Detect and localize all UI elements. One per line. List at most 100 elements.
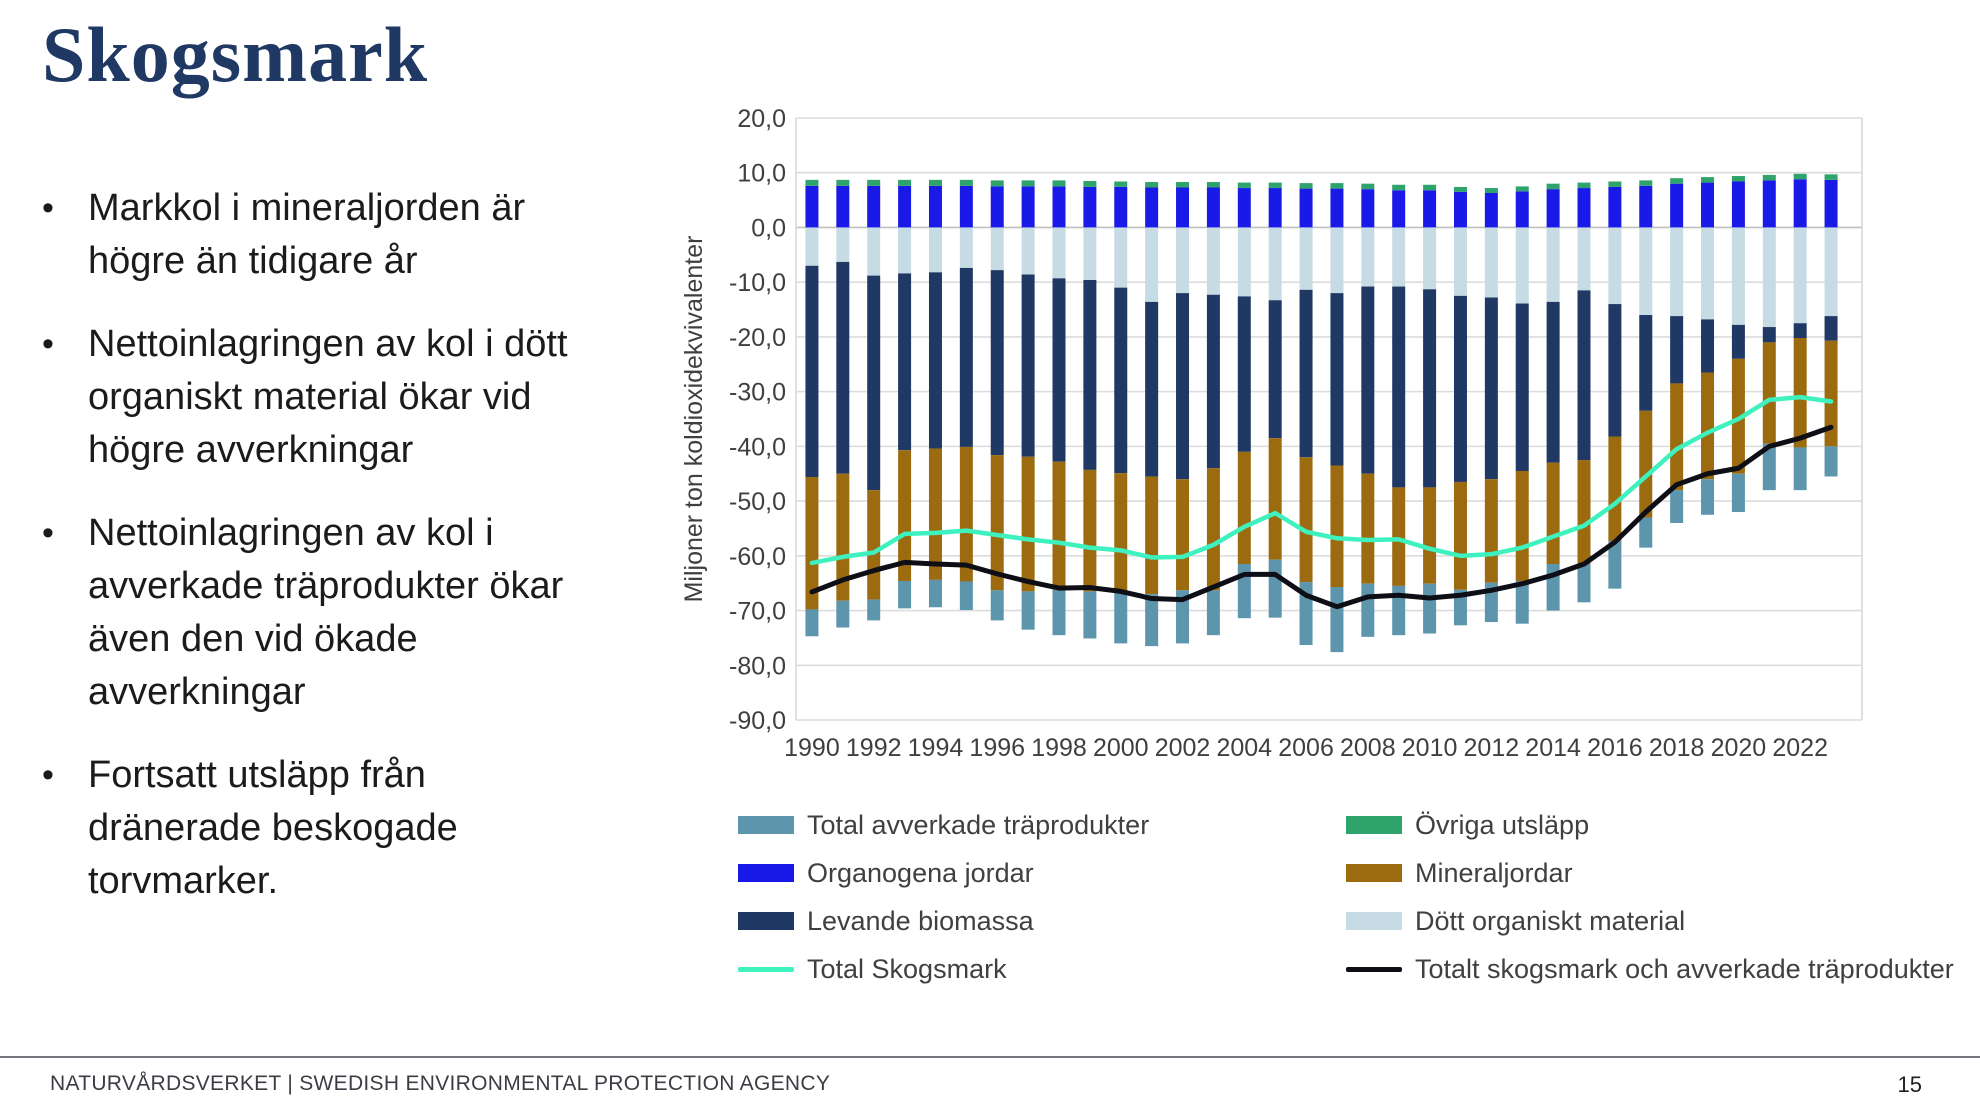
y-tick-label: -60,0 [729, 543, 786, 571]
bar-segment [1268, 300, 1282, 439]
bar-segment [1330, 293, 1344, 466]
legend-color-swatch [738, 864, 794, 882]
bar-segment [1577, 227, 1591, 291]
bar-segment [867, 179, 881, 186]
bar-segment [1083, 279, 1097, 470]
bar-segment [805, 185, 819, 228]
bar-segment [898, 580, 912, 609]
bar-segment [1515, 580, 1529, 624]
legend-label: Total avverkade träprodukter [807, 809, 1150, 840]
bar-segment [1021, 274, 1035, 457]
bar-segment [959, 179, 973, 186]
bar-segment [1577, 182, 1591, 189]
bar-segment [1639, 517, 1653, 548]
bar-segment [1762, 342, 1776, 444]
bar-segment [1793, 227, 1807, 324]
bar-segment [898, 185, 912, 228]
legend-label: Övriga utsläpp [1415, 809, 1590, 840]
x-tick-label: 2012 [1464, 734, 1520, 762]
footer-text: NATURVÅRDSVERKET | SWEDISH ENVIRONMENTAL… [50, 1072, 831, 1095]
bar-segment [836, 261, 850, 474]
y-tick-label: 10,0 [737, 160, 786, 188]
x-tick-label: 1990 [784, 734, 840, 762]
bar-segment [1453, 186, 1467, 192]
bar-segment [1824, 340, 1838, 447]
legend-item: Total Skogsmark [738, 952, 1149, 986]
bar-segment [1206, 468, 1220, 591]
bar-segment [1546, 301, 1560, 463]
bar-segment [1608, 436, 1622, 542]
bar-segment [1824, 179, 1838, 228]
bar-segment [1670, 183, 1684, 228]
bar-segment [1670, 490, 1684, 523]
bar-segment [990, 590, 1004, 621]
bar-segment [898, 227, 912, 274]
bar-segment [1052, 227, 1066, 279]
bullet-text: Fortsatt utsläpp från dränerade beskogad… [88, 754, 458, 902]
y-tick-label: -90,0 [729, 707, 786, 735]
bar-segment [1237, 451, 1251, 565]
y-tick-label: -30,0 [729, 379, 786, 407]
bar-segment [1824, 446, 1838, 477]
x-tick-label: 1998 [1031, 734, 1087, 762]
bar-segment [1731, 358, 1745, 474]
bar-segment [1299, 289, 1313, 458]
bar-segment [1453, 227, 1467, 296]
bar-segment [1484, 227, 1498, 298]
chart-legend: Total avverkade träprodukter Organogena j… [0, 808, 1980, 1008]
bar-segment [1423, 190, 1437, 228]
bar-segment [1484, 479, 1498, 583]
legend-label: Dött organiskt material [1415, 905, 1686, 936]
legend-column: Total avverkade träprodukter Organogena j… [738, 808, 1149, 1000]
bar-segment [898, 450, 912, 581]
bar-segment [1114, 473, 1128, 594]
x-tick-label: 2018 [1649, 734, 1705, 762]
bar-segment [1731, 227, 1745, 325]
bar-segment [1052, 461, 1066, 590]
bar-segment [1330, 188, 1344, 228]
bar-segment [1701, 479, 1715, 515]
bar-segment [1701, 227, 1715, 320]
bar-segment [1114, 186, 1128, 228]
bar-segment [1515, 186, 1529, 192]
bar-segment [1701, 372, 1715, 480]
bar-segment [1361, 183, 1375, 190]
y-tick-label: -50,0 [729, 488, 786, 516]
legend-column: Övriga utsläpp Mineraljordar Dött organisk… [1346, 808, 1954, 1000]
bar-segment [836, 600, 850, 628]
bar-segment [1670, 316, 1684, 384]
bar-segment [1268, 559, 1282, 618]
bar-segment [836, 473, 850, 601]
bar-segment [805, 179, 819, 186]
y-tick-label: -40,0 [729, 433, 786, 461]
bar-segment [1608, 227, 1622, 305]
legend-label: Organogena jordar [807, 857, 1034, 888]
bar-segment [1453, 295, 1467, 482]
x-tick-label: 1992 [846, 734, 902, 762]
bullet-text: Nettoinlagringen av kol i avverkade träp… [88, 512, 564, 713]
bar-segment [1577, 460, 1591, 565]
legend-item: Totalt skogsmark och avverkade träproduk… [1346, 952, 1954, 986]
bar-segment [1114, 287, 1128, 474]
y-tick-label: -20,0 [729, 324, 786, 352]
bar-segment [1793, 323, 1807, 339]
legend-line-swatch [738, 966, 794, 972]
bar-segment [1484, 297, 1498, 480]
bar-segment [1299, 227, 1313, 290]
bullet-text: Markkol i mineraljorden är högre än tidi… [88, 187, 526, 282]
bar-segment [928, 179, 942, 186]
bar-segment [1423, 184, 1437, 191]
x-tick-label: 2008 [1340, 734, 1396, 762]
series-line [809, 394, 1834, 566]
bar-segment [1176, 182, 1190, 188]
bar-segment [1083, 591, 1097, 639]
bar-segment [1639, 410, 1653, 518]
bar-segment [928, 185, 942, 228]
bar-segment [1701, 177, 1715, 183]
bar-segment [959, 267, 973, 447]
bar-segment [867, 490, 881, 600]
bullet-marker: • [42, 325, 54, 363]
legend-label: Mineraljordar [1415, 857, 1573, 888]
legend-item: Mineraljordar [1346, 856, 1954, 890]
bar-segment [1515, 470, 1529, 581]
